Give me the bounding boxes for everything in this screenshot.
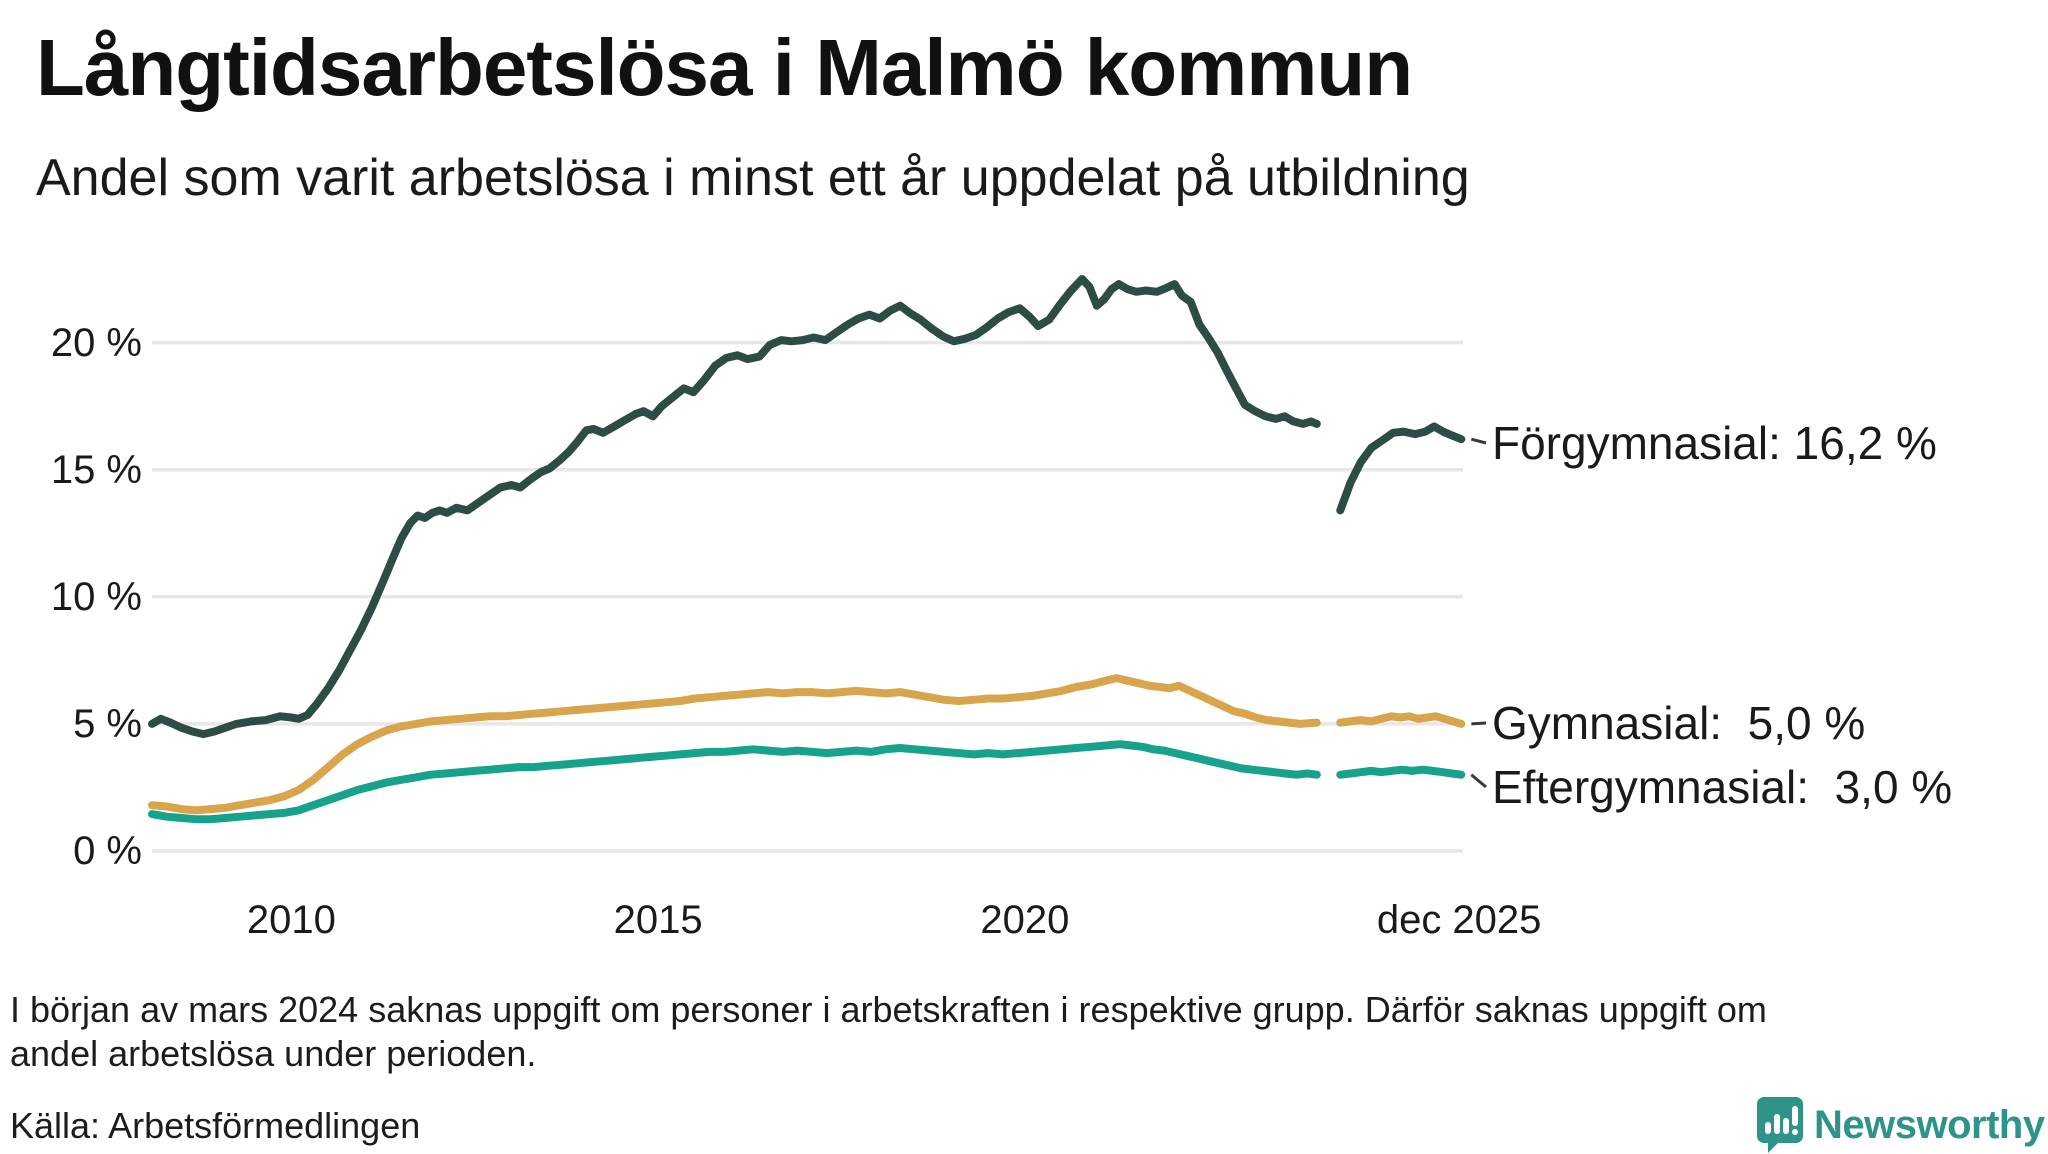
series-line-eftergymnasial-seg2 (1336, 765, 1466, 779)
series-end-label-gymnasial: Gymnasial: 5,0 % (1492, 697, 1866, 749)
x-tick-label-2015: 2015 (613, 898, 703, 942)
page-subtitle: Andel som varit arbetslösa i minst ett å… (36, 149, 1470, 207)
y-tick-label-20: 20 % (50, 320, 142, 365)
label-connector-förgymnasial (1470, 437, 1487, 445)
x-tick-label-dec-2025: dec 2025 (1376, 898, 1542, 942)
series-line-förgymnasial-seg1 (148, 275, 1321, 739)
series-line-eftergymnasial-seg1 (148, 740, 1321, 824)
x-tick-label-2020: 2020 (980, 898, 1070, 942)
newsworthy-logo: Newsworthy (1756, 1096, 2045, 1154)
label-connector-eftergymnasial (1470, 773, 1487, 789)
x-tick-label-2010: 2010 (246, 898, 336, 942)
footnote-line-1: I början av mars 2024 saknas uppgift om … (10, 989, 1767, 1030)
y-tick-label-15: 15 % (50, 447, 142, 492)
series-line-gymnasial-seg2 (1336, 712, 1466, 728)
y-tick-label-10: 10 % (50, 574, 142, 619)
series-end-label-eftergymnasial: Eftergymnasial: 3,0 % (1492, 761, 1953, 813)
series-line-gymnasial-seg1 (148, 674, 1321, 815)
source-attribution: Källa: Arbetsförmedlingen (10, 1105, 421, 1146)
series-line-förgymnasial-seg2 (1336, 422, 1466, 515)
series-end-label-forgymnasial: Förgymnasial: 16,2 % (1492, 417, 1937, 469)
newsworthy-speech-bubble-icon (1757, 1097, 1803, 1153)
y-tick-label-0: 0 % (73, 829, 142, 873)
y-tick-label-5: 5 % (73, 701, 142, 746)
page-title: Långtidsarbetslösa i Malmö kommun (36, 23, 1413, 112)
label-connector-gymnasial (1471, 721, 1487, 726)
footnote-line-2: andel arbetslösa under perioden. (10, 1033, 537, 1074)
newsworthy-logo-text: Newsworthy (1814, 1102, 2045, 1147)
